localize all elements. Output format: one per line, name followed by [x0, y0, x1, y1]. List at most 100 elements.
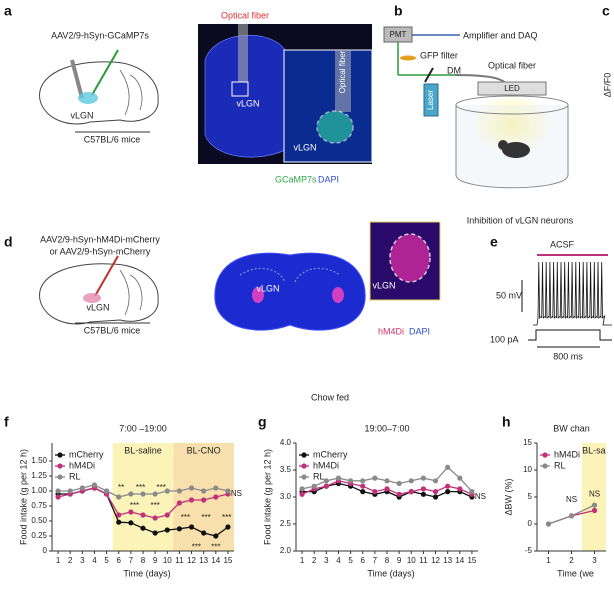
- brain-fold: [119, 269, 143, 316]
- data-point: [152, 530, 158, 536]
- x-tick-label: 4: [92, 556, 97, 565]
- slice-brain: [214, 252, 366, 331]
- annotation: ***: [211, 543, 220, 552]
- charts: BL-saline BL-CNO 7:00 –19:00 0 0.25 0.50 0.75 1…: [18, 423, 606, 578]
- y-tick-label: 0.25: [31, 531, 47, 540]
- panel-label: a: [4, 3, 12, 19]
- injection-site: [83, 293, 101, 303]
- annotation: ***: [150, 501, 159, 510]
- slice-region: [332, 287, 344, 303]
- c-ylabel: ΔF/F0: [602, 73, 612, 98]
- y-tick-label: 3.0: [280, 492, 292, 501]
- annotation: NS: [231, 489, 242, 498]
- syringe: [94, 255, 119, 297]
- x-tick-label: 5: [104, 556, 109, 565]
- y-tick-label: 1.00: [31, 486, 47, 495]
- data-point: [91, 482, 98, 488]
- legend-label: RL: [554, 460, 566, 470]
- data-point: [176, 526, 182, 532]
- legend-label: mCherry: [313, 449, 348, 459]
- fiber-label: Optical fiber: [488, 60, 536, 70]
- y-tick-label: 4.0: [280, 438, 292, 447]
- panel-label: b: [394, 3, 403, 19]
- data-point: [164, 527, 170, 533]
- filter: [400, 55, 416, 61]
- y-tick-label: -5: [525, 546, 533, 555]
- data-point: [432, 489, 439, 495]
- inset-region-label: vLGN: [372, 280, 395, 290]
- data-point: [128, 509, 134, 515]
- x-tick-label: 15: [467, 556, 476, 565]
- panel-label: h: [502, 414, 511, 430]
- data-point: [176, 500, 182, 506]
- y-tick-label: 1.50: [31, 456, 47, 465]
- region-label: BL-saline: [124, 445, 162, 455]
- data-point: [445, 483, 451, 489]
- data-point: [188, 485, 195, 491]
- data-point: [188, 524, 195, 530]
- annotation: ***: [130, 501, 139, 510]
- x-axis-label: Time (we: [557, 568, 594, 578]
- data-point: [384, 486, 390, 492]
- data-point: [140, 512, 146, 518]
- annotation: ***: [136, 483, 145, 492]
- filter-label: GFP filter: [420, 50, 458, 60]
- data-point: [164, 512, 170, 518]
- current-label: 100 pA: [490, 334, 519, 344]
- data-point: [299, 491, 305, 497]
- legend-label: hM4Di: [69, 460, 95, 470]
- data-point: [152, 491, 158, 497]
- x-tick-label: 5: [348, 556, 353, 565]
- legend-marker: [57, 474, 63, 480]
- data-point: [420, 475, 426, 481]
- legend-label: mCherry: [69, 449, 104, 459]
- x-axis-label: Time (days): [367, 568, 414, 578]
- data-point: [188, 497, 195, 503]
- data-point: [55, 494, 61, 500]
- data-point: [164, 488, 170, 494]
- data-point: [432, 494, 439, 500]
- data-point: [225, 488, 231, 494]
- x-tick-label: 10: [163, 556, 172, 565]
- legend-marker: [301, 463, 307, 469]
- annotation: NS: [589, 489, 600, 498]
- data-point: [176, 488, 182, 494]
- virus-label: AAV2/9-hSyn-GCaMP7s: [51, 30, 149, 40]
- brain-sketch: [39, 61, 159, 125]
- data-point: [311, 483, 317, 489]
- data-point: [420, 491, 426, 497]
- data-point: [55, 488, 61, 494]
- region-label: BL-sa: [582, 445, 606, 455]
- panel-label: g: [258, 414, 267, 430]
- y-axis-label: ΔBW (%): [503, 478, 513, 515]
- data-point: [323, 483, 329, 489]
- data-point: [67, 488, 73, 494]
- shaded-region: [581, 443, 606, 551]
- laser-box: [423, 83, 439, 117]
- data-point: [335, 475, 342, 481]
- condition-label: ACSF: [550, 239, 575, 249]
- data-point: [420, 486, 426, 492]
- x-tick-label: 12: [431, 556, 440, 565]
- inset-region: [316, 110, 354, 144]
- x-tick-label: 15: [223, 556, 232, 565]
- y-tick-label: 3.5: [280, 465, 292, 474]
- pmt-label: PMT: [390, 30, 407, 39]
- led-label: LED: [504, 84, 520, 93]
- data-point: [469, 489, 475, 495]
- data-point: [396, 491, 402, 497]
- fiber-track: [238, 24, 248, 82]
- legend-label: hM4Di: [313, 460, 339, 470]
- y-tick-label: 15: [523, 438, 532, 447]
- stain-label: hM4Di: [378, 326, 404, 336]
- region-label: vLGN: [86, 302, 109, 312]
- legend-marker: [301, 474, 307, 480]
- panel-label: d: [4, 234, 13, 250]
- data-point: [457, 486, 463, 492]
- inset-region: [389, 233, 431, 283]
- data-point: [128, 491, 134, 497]
- injection-site: [78, 92, 98, 104]
- legend-marker: [542, 452, 548, 458]
- mouse: [502, 142, 530, 158]
- data-point: [104, 488, 110, 494]
